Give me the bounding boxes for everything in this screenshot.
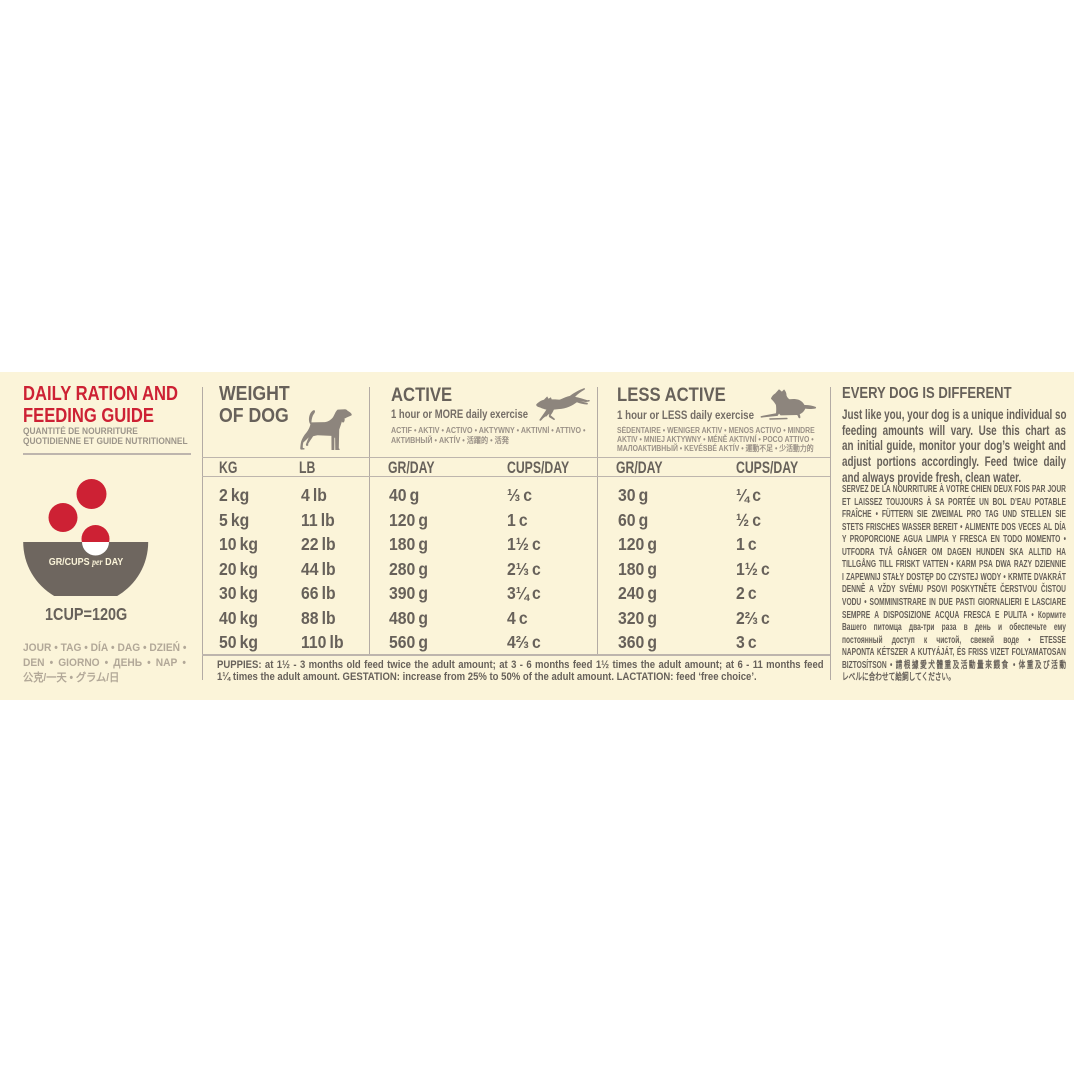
svg-text:GR/CUPS per DAY: GR/CUPS per DAY [49, 557, 124, 569]
